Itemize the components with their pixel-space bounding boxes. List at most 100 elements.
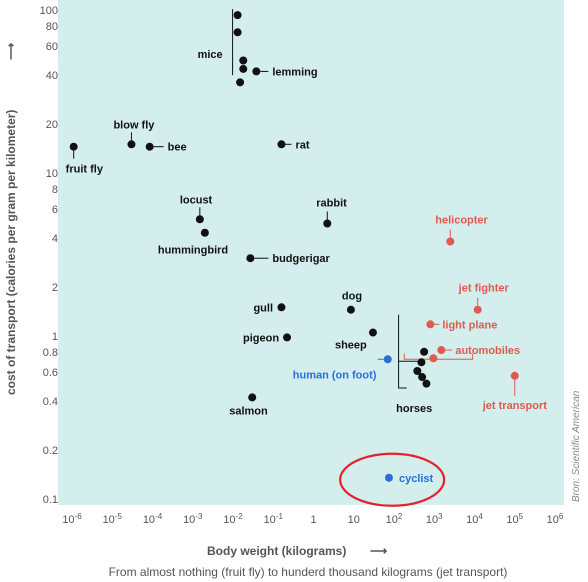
data-point (246, 254, 255, 263)
point-label: lemming (272, 66, 317, 78)
point-label: rat (295, 139, 309, 151)
data-point (429, 354, 438, 363)
source-credit: Bron: Scientific American (571, 390, 582, 502)
x-tick-label: 104 (466, 512, 483, 526)
point-label: budgerigar (272, 253, 330, 265)
point-label: fruit fly (66, 164, 104, 176)
point-labels: fruit fly blow fly bee locust hummingbird mic… (66, 49, 548, 485)
point-label: hummingbird (158, 245, 228, 257)
y-tick-label: 0.6 (43, 367, 58, 379)
data-point (426, 320, 435, 329)
x-ticks: 10-6 10-5 10-4 10-3 10-2 10-1 1 10 102 103 104 105 1… (62, 512, 564, 526)
point-label: dog (342, 291, 362, 303)
data-point (236, 78, 245, 87)
point-label: rabbit (316, 197, 347, 209)
y-tick-label: 80 (46, 21, 58, 33)
x-axis-label: Body weight (kilograms) (207, 544, 346, 558)
x-tick-label: 10-4 (143, 512, 163, 526)
point-label: human (on foot) (293, 369, 377, 381)
x-tick-label: 10-3 (183, 512, 203, 526)
point-label: jet transport (482, 400, 548, 412)
y-tick-label: 8 (52, 184, 58, 196)
leader-lines (73, 9, 516, 396)
data-point (510, 371, 519, 380)
point-label: locust (180, 194, 213, 206)
data-point (383, 355, 392, 364)
x-tick-label: 102 (386, 512, 403, 526)
data-point (252, 67, 261, 76)
data-point (346, 305, 355, 314)
data-point (145, 142, 154, 151)
y-tick-label: 0.2 (43, 445, 58, 457)
data-point (195, 215, 204, 224)
data-point (417, 358, 426, 367)
point-label: salmon (229, 405, 268, 417)
data-points (69, 11, 519, 482)
data-point (233, 11, 242, 20)
data-point (277, 140, 286, 149)
y-tick-label: 0.4 (43, 396, 58, 408)
y-tick-label: 0.1 (43, 494, 58, 506)
point-label: light plane (442, 319, 497, 331)
x-tick-label: 1 (310, 514, 316, 526)
plot-background (58, 0, 564, 505)
y-tick-label: 2 (52, 282, 58, 294)
data-point (69, 142, 78, 151)
data-point (437, 346, 446, 355)
y-tick-label: 10 (46, 168, 58, 180)
y-tick-label: 20 (46, 119, 58, 131)
x-axis-arrow: ⟶ (370, 544, 387, 558)
data-point (283, 333, 292, 342)
x-tick-label: 103 (426, 512, 443, 526)
point-label: jet fighter (458, 283, 510, 295)
y-tick-label: 100 (40, 5, 58, 17)
data-point (233, 28, 242, 37)
x-tick-label: 10-2 (223, 512, 243, 526)
data-point (418, 373, 427, 382)
data-point (422, 379, 431, 388)
x-tick-label: 10-6 (62, 512, 82, 526)
horses-bracket-line (398, 314, 407, 389)
data-point (368, 328, 377, 337)
data-point (239, 56, 248, 65)
x-tick-label: 10 (348, 514, 360, 526)
chart-subtitle: From almost nothing (fruit fly) to hunde… (109, 565, 508, 579)
data-point (200, 228, 209, 237)
y-tick-label: 60 (46, 41, 58, 53)
y-axis-label: cost of transport (calories per gram per… (4, 110, 18, 395)
point-label: cyclist (399, 473, 434, 485)
automobiles-bracket-line (403, 353, 474, 360)
x-tick-label: 105 (506, 512, 523, 526)
data-point (473, 305, 482, 314)
data-point (420, 347, 429, 356)
data-point (413, 366, 422, 375)
data-point (446, 237, 455, 246)
point-label: helicopter (435, 214, 488, 226)
point-label: sheep (335, 340, 367, 352)
y-ticks: 100 80 60 40 20 10 8 6 4 2 1 0.8 0.6 0.4 0.2 0.1 (40, 5, 58, 506)
x-tick-label: 106 (547, 512, 564, 526)
y-tick-label: 40 (46, 70, 58, 82)
point-label: mice (198, 49, 223, 61)
x-tick-label: 10-5 (103, 512, 123, 526)
y-tick-label: 4 (52, 233, 58, 245)
y-tick-label: 0.8 (43, 347, 58, 359)
y-tick-label: 1 (52, 331, 58, 343)
point-label: bee (168, 142, 187, 154)
data-point (127, 140, 136, 149)
point-label: automobiles (455, 345, 520, 357)
point-label: gull (253, 302, 273, 314)
horses-bracket (398, 314, 474, 389)
data-point (323, 219, 332, 228)
data-point (239, 64, 248, 73)
y-tick-label: 6 (52, 204, 58, 216)
x-tick-label: 10-1 (264, 512, 284, 526)
point-label: pigeon (243, 332, 279, 344)
data-point (384, 473, 393, 482)
data-point (248, 393, 257, 402)
y-axis-arrow: ⟶ (4, 43, 18, 60)
cyclist-highlight-circle (339, 452, 446, 507)
data-point (277, 303, 286, 312)
point-label: blow fly (113, 119, 155, 131)
